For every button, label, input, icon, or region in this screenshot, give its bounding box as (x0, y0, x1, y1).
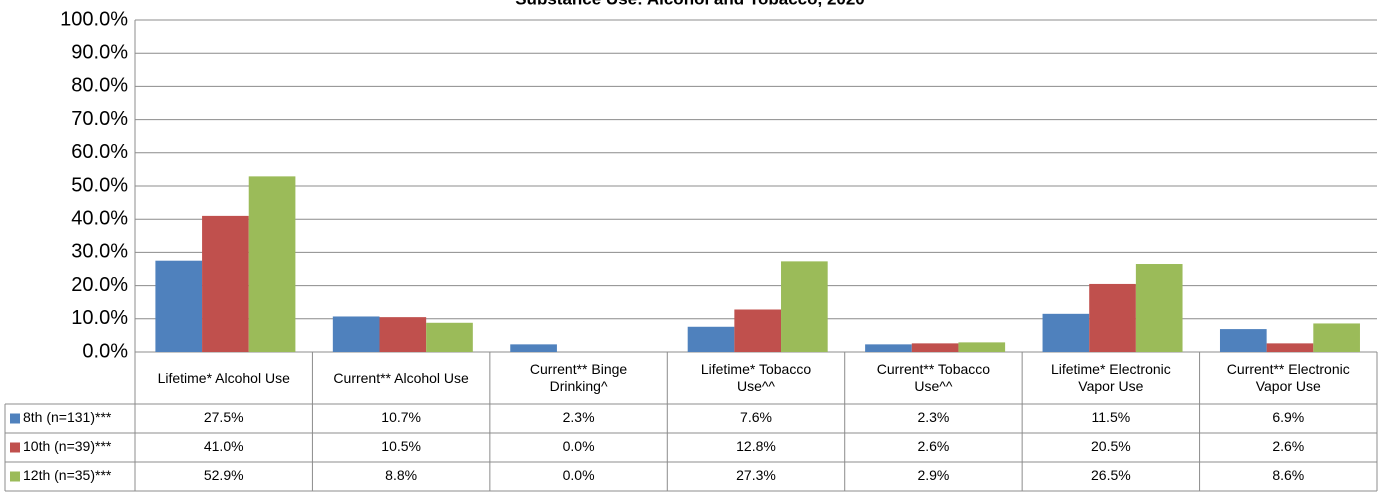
legend-label: 8th (n=131)*** (23, 409, 112, 425)
bar (332, 316, 380, 352)
bar (1042, 313, 1090, 352)
value-label: 2.3% (917, 409, 949, 425)
value-label: 2.3% (563, 409, 595, 425)
value-label: 20.5% (1091, 438, 1131, 454)
value-label: 41.0% (204, 438, 244, 454)
value-label: 52.9% (204, 467, 244, 483)
y-tick-label: 20.0% (71, 274, 128, 296)
value-label: 8.6% (1272, 467, 1304, 483)
y-tick-label: 70.0% (71, 108, 128, 130)
bar (1266, 343, 1314, 352)
bar (202, 215, 249, 352)
value-label: 10.7% (381, 409, 421, 425)
bar (1313, 323, 1360, 352)
bar (1219, 329, 1267, 352)
value-label: 27.5% (204, 409, 244, 425)
legend-swatch (10, 413, 20, 424)
value-label: 12.8% (736, 438, 776, 454)
y-tick-label: 90.0% (71, 41, 128, 63)
category-label: Current** Binge Drinking^ (529, 361, 628, 394)
value-label: 2.9% (917, 467, 949, 483)
bar (958, 342, 1006, 352)
legend-label: 10th (n=39)*** (23, 438, 112, 454)
bar (155, 260, 203, 352)
value-label: 8.8% (385, 467, 417, 483)
bar (379, 317, 427, 352)
value-label: 6.9% (1272, 409, 1304, 425)
chart-title: Substance Use: Alcohol and Tobacco, 2020 (515, 0, 865, 8)
category-label: Lifetime* Electronic Vapor Use (1050, 361, 1171, 394)
category-label: Current** Tobacco Use^^ (876, 361, 991, 394)
bar (781, 261, 828, 352)
value-label: 2.6% (1272, 438, 1304, 454)
value-label: 0.0% (563, 467, 595, 483)
value-label: 0.0% (563, 438, 595, 454)
bar (1089, 283, 1136, 352)
category-label: Current** Electronic Vapor Use (1226, 361, 1350, 394)
value-label: 11.5% (1092, 409, 1131, 425)
y-tick-label: 50.0% (71, 174, 128, 196)
bar (734, 309, 782, 352)
y-tick-label: 30.0% (71, 241, 128, 263)
bar (687, 326, 735, 352)
y-tick-label: 100.0% (60, 8, 128, 30)
category-label: Lifetime* Alcohol Use (157, 369, 290, 386)
value-label: 27.3% (736, 467, 776, 483)
legend-label: 12th (n=35)*** (23, 467, 112, 483)
bar (911, 343, 959, 352)
bar (1135, 264, 1183, 352)
y-tick-label: 40.0% (71, 207, 128, 229)
bar (510, 344, 557, 352)
bar (865, 344, 912, 352)
y-tick-label: 10.0% (71, 307, 128, 329)
legend-swatch (10, 442, 20, 453)
category-label: Lifetime* Tobacco Use^^ (700, 361, 812, 394)
y-tick-label: 0.0% (82, 340, 128, 362)
value-label: 26.5% (1091, 467, 1131, 483)
y-tick-label: 60.0% (71, 141, 128, 163)
bar (248, 176, 296, 352)
bar (426, 322, 473, 352)
value-label: 10.5% (381, 438, 421, 454)
legend-swatch (10, 471, 20, 482)
value-label: 7.6% (740, 409, 772, 425)
value-label: 2.6% (917, 438, 949, 454)
category-label: Current** Alcohol Use (333, 369, 469, 386)
y-tick-label: 80.0% (71, 75, 128, 97)
